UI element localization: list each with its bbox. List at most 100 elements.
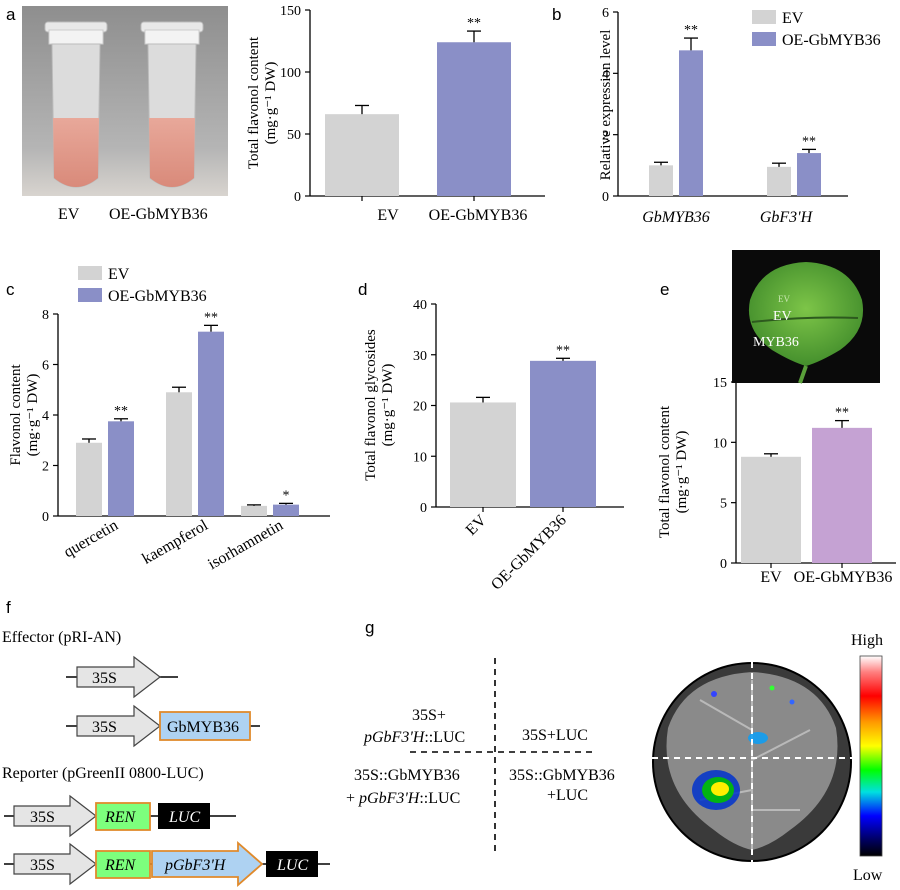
significance-mark: **	[556, 343, 570, 358]
legend-swatch-oe	[752, 32, 776, 46]
chart-d: 0 10 20 30 40 EV ** OE-GbMYB36 Total flavonol gl…	[363, 298, 624, 594]
y-tick-label: 20	[413, 400, 427, 415]
scale-high-label: High	[851, 632, 883, 649]
panel-label-f: f	[6, 598, 11, 617]
y-axis-title: Total flavonol content	[657, 405, 673, 538]
leaf-label-ev: EV	[773, 309, 792, 324]
panel-label-d: d	[358, 280, 367, 299]
x-tick-label: EV	[760, 569, 782, 586]
chart-b: 0 2 4 6 ** GbMYB36 ** GbF3'H EV OE-GbMYB36 Relativ…	[598, 6, 881, 226]
significance-mark: *	[283, 488, 290, 503]
legend-swatch-oe	[78, 288, 102, 302]
y-tick-label: 15	[713, 376, 727, 391]
y-tick-label: 4	[42, 409, 49, 424]
gene-box	[159, 711, 251, 741]
y-tick-label: 100	[280, 66, 301, 81]
x-tick-label: OE-GbMYB36	[794, 569, 893, 586]
x-tick-label: EV	[377, 207, 399, 224]
luc-label: LUC	[168, 809, 200, 826]
y-tick-label: 5	[720, 497, 727, 512]
target-promoter-arrow	[151, 841, 264, 887]
leaf-mark-ev: EV	[778, 294, 790, 304]
promoter-label: 35S	[92, 719, 117, 736]
quadrant-bl-line2: + pGbF3'H::LUC	[346, 790, 460, 807]
significance-mark: **	[684, 23, 698, 38]
y-tick-label: 0	[42, 510, 49, 525]
y-tick-label: 2	[602, 129, 609, 144]
quadrant-tr: 35S+LUC	[522, 727, 588, 744]
bar-ev	[241, 505, 267, 516]
y-tick-label: 30	[413, 349, 427, 364]
quadrant-bl-line1: 35S::GbMYB36	[354, 767, 460, 784]
bar-ev	[649, 165, 673, 196]
panel-label-c: c	[6, 280, 15, 299]
y-axis-unit: (mg·g⁻¹ DW)	[263, 62, 279, 145]
quadrant-tl-line2: pGbF3'H::LUC	[363, 729, 465, 746]
bar-ev	[767, 166, 791, 196]
y-tick-label: 10	[413, 450, 427, 465]
promoter-arrow	[13, 794, 97, 838]
bar-oe	[198, 331, 224, 516]
y-axis-unit: (mg·g⁻¹ DW)	[674, 431, 690, 514]
promoter-label: 35S	[30, 809, 55, 826]
panel-label-e: e	[660, 280, 669, 299]
quadrant-br-line2: +LUC	[547, 787, 588, 804]
y-tick-label: 0	[420, 501, 427, 516]
significance-mark: **	[114, 404, 128, 419]
bar-oe	[437, 42, 511, 196]
gene-label: GbMYB36	[167, 719, 239, 736]
x-tick-label: kaempferol	[139, 516, 211, 567]
promoter-label: 35S	[30, 857, 55, 874]
effector-title: Effector (pRI-AN)	[2, 629, 121, 646]
legend-swatch-ev	[752, 10, 776, 24]
significance-mark: **	[204, 310, 218, 325]
tube-photo	[22, 6, 228, 196]
luc-label: LUC	[276, 857, 308, 874]
legend-label-oe: OE-GbMYB36	[108, 288, 207, 305]
bar-oe	[108, 421, 134, 516]
quadrant-tl-line1: 35S+	[412, 707, 446, 724]
y-tick-label: 0	[720, 557, 727, 572]
scale-low-label: Low	[853, 867, 883, 884]
significance-mark: **	[467, 16, 481, 31]
ren-label: REN	[104, 809, 137, 826]
legend-label-ev: EV	[782, 10, 804, 27]
chart-e: 0 5 10 15 EV ** OE-GbMYB36 Total flavonol conte…	[657, 376, 896, 586]
y-tick-label: 4	[602, 67, 609, 82]
promoter-label: 35S	[92, 670, 117, 687]
y-tick-label: 0	[602, 190, 609, 205]
target-promoter-label: pGbF3'H	[164, 857, 227, 874]
y-axis-title: Total flavonol glycosides	[363, 329, 379, 481]
promoter-arrow	[76, 655, 161, 699]
bar-ev	[741, 456, 801, 563]
y-axis-title: Flavonol content	[8, 364, 24, 466]
bar-ev	[450, 402, 516, 507]
chart-c: 0 2 4 6 8 ** quercetin ** kaempferol * isorhamneti…	[8, 266, 330, 573]
bar-oe	[812, 427, 872, 563]
y-axis-unit: (mg·g⁻¹ DW)	[380, 364, 396, 447]
y-tick-label: 8	[42, 308, 49, 323]
y-tick-label: 6	[42, 359, 49, 374]
x-tick-label: OE-GbMYB36	[429, 207, 528, 224]
panel-label-a: a	[6, 5, 16, 24]
y-tick-label: 6	[602, 6, 609, 21]
chart-a: 0 50 100 150 EV ** OE-GbMYB36 Total flavonol co…	[246, 4, 545, 224]
promoter-arrow	[13, 842, 97, 886]
promoter-arrow	[76, 704, 161, 748]
x-tick-label: EV	[463, 511, 490, 538]
y-tick-label: 10	[713, 436, 727, 451]
y-tick-label: 150	[280, 4, 301, 19]
x-tick-label: GbMYB36	[642, 209, 710, 226]
x-tick-label: isorhamnetin	[205, 517, 286, 573]
y-axis-title: Total flavonol content	[246, 36, 262, 169]
leaf-photo: EV EV MYB36	[732, 250, 880, 384]
bar-oe	[679, 50, 703, 197]
bar-oe	[797, 153, 821, 196]
construct-diagrams: Effector (pRI-AN) 35S 35S GbMYB36 Report…	[2, 629, 330, 887]
legend-label-ev: EV	[108, 266, 130, 283]
y-tick-label: 2	[42, 460, 49, 475]
legend-swatch-ev	[78, 266, 102, 280]
photo-label-ev: EV	[58, 206, 80, 223]
significance-mark: **	[835, 406, 849, 421]
